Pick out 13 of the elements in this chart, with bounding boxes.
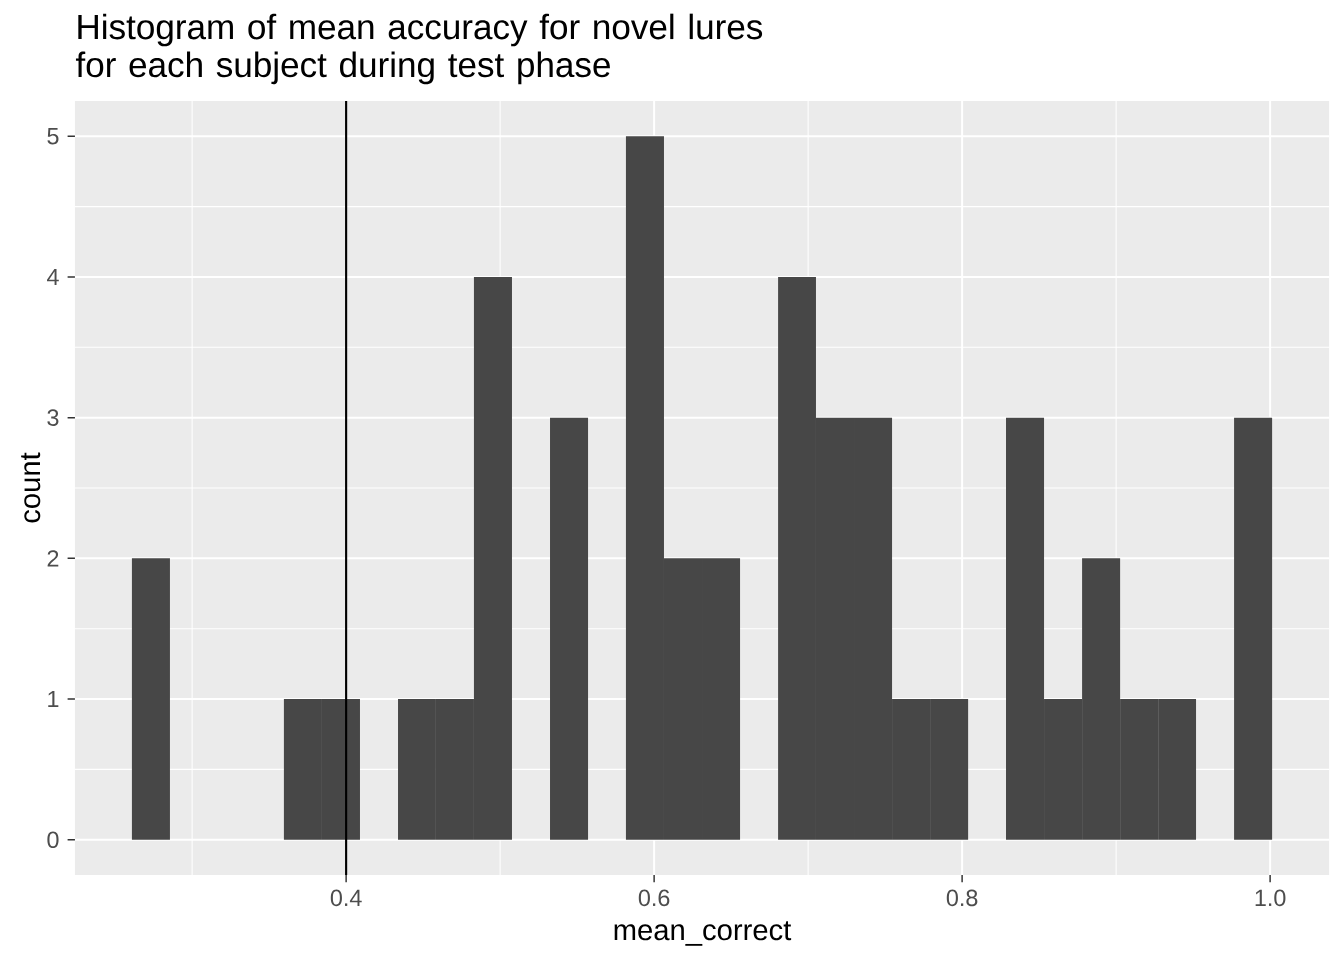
x-tick-label: 1.0 — [1255, 889, 1286, 907]
y-tick-label: 3 — [47, 409, 59, 426]
y-tick-label: 2 — [47, 550, 59, 567]
x-tick-label: 0.4 — [330, 889, 362, 907]
y-tick-label: 1 — [48, 691, 59, 708]
y-tick-label: 0 — [47, 831, 59, 849]
x-tick-label: 0.6 — [638, 889, 670, 907]
x-axis-title: mean_correct — [614, 921, 792, 946]
y-tick-label: 4 — [47, 268, 59, 285]
chart-title: Histogram of mean accuracy for novel lures for each subject during test phase — [75, 13, 763, 85]
x-tick-label: 0.8 — [946, 889, 978, 907]
y-tick-label: 5 — [47, 128, 59, 145]
y-axis-title: count — [21, 452, 41, 523]
